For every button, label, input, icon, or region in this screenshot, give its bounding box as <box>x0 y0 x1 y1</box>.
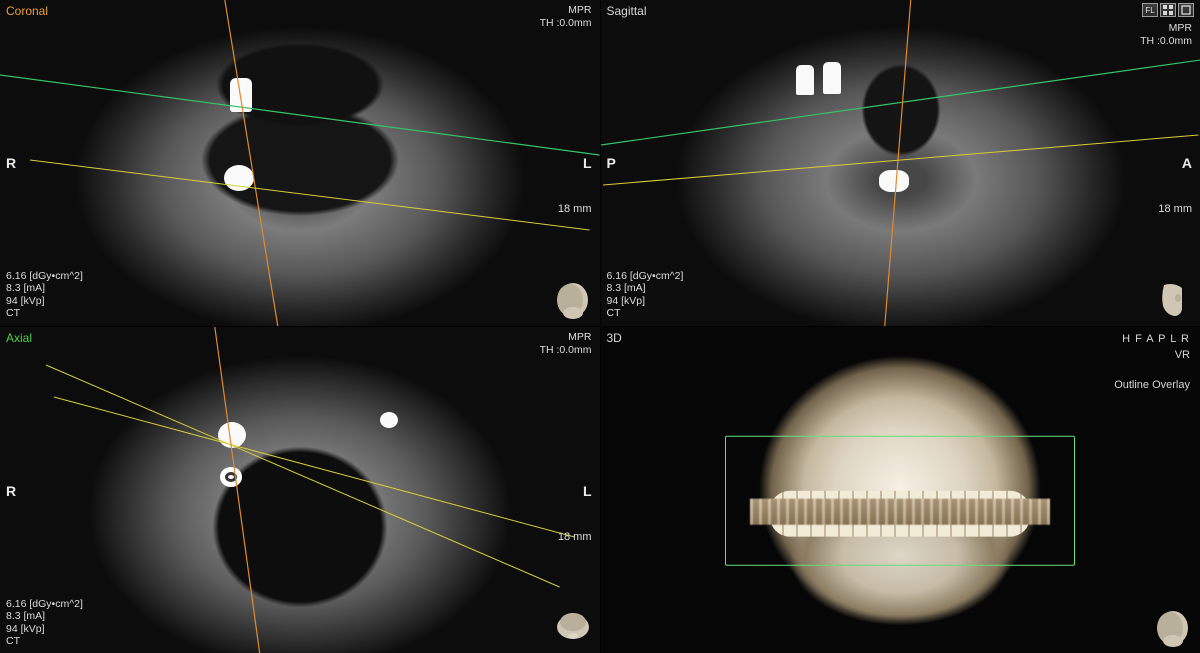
scale-label: 18 mm <box>558 203 592 215</box>
scale-label: 18 mm <box>558 531 592 543</box>
orientation-left: R <box>6 483 16 499</box>
crown-marker <box>879 170 909 192</box>
modality-label: CT <box>6 635 83 648</box>
sagittal-image[interactable] <box>601 0 1200 326</box>
overlay-mode-label: Outline Overlay <box>1114 379 1190 391</box>
orientation-left: P <box>607 155 616 171</box>
skull-render <box>720 350 1080 653</box>
orientation-head-icon[interactable] <box>1152 278 1194 320</box>
modality-label: CT <box>6 307 83 320</box>
acquisition-meta: 6.16 [dGy•cm^2] 8.3 [mA] 94 [kVp] CT <box>6 270 83 320</box>
tooth-marker <box>380 412 398 428</box>
ma-label: 8.3 [mA] <box>6 610 83 623</box>
axial-panel[interactable]: Axial MPR TH :0.0mm R L 18 mm 6.16 [dGy•… <box>0 327 600 653</box>
scale-label: 18 mm <box>1158 203 1192 215</box>
orientation-head-icon[interactable] <box>1152 606 1194 648</box>
kvp-label: 94 [kVp] <box>6 623 83 636</box>
kvp-label: 94 [kVp] <box>607 295 684 308</box>
roi-outline[interactable] <box>725 436 1075 566</box>
implant-marker <box>796 65 814 95</box>
implant-marker <box>230 78 252 112</box>
coronal-mode: MPR TH :0.0mm <box>540 4 592 30</box>
modality-label: CT <box>607 307 684 320</box>
3d-title: 3D <box>607 331 622 345</box>
layout-grid-button[interactable] <box>1160 3 1176 17</box>
crown-marker <box>224 165 254 191</box>
acquisition-meta: 6.16 [dGy•cm^2] 8.3 [mA] 94 [kVp] CT <box>607 270 684 320</box>
orientation-right: L <box>583 483 592 499</box>
coronal-title: Coronal <box>6 4 48 18</box>
axial-image[interactable] <box>0 327 600 653</box>
panel-toolbar: FL <box>1142 3 1194 17</box>
3d-render[interactable] <box>601 327 1200 653</box>
ma-label: 8.3 [mA] <box>6 282 83 295</box>
sagittal-panel[interactable]: Sagittal FL MPR TH :0.0mm P A 18 mm 6.16… <box>601 0 1200 326</box>
grid-icon <box>1163 5 1173 15</box>
orientation-right: A <box>1182 155 1192 171</box>
thickness-label: TH :0.0mm <box>1140 35 1192 48</box>
sagittal-title: Sagittal <box>607 4 647 18</box>
render-mode-label: VR <box>1175 349 1190 363</box>
mpr-label: MPR <box>540 4 592 17</box>
orientation-right: L <box>583 155 592 171</box>
maximize-button[interactable] <box>1178 3 1194 17</box>
implant-marker-2 <box>823 62 841 94</box>
viewport-grid: Coronal MPR TH :0.0mm R L 18 mm 6.16 [dG… <box>0 0 1200 653</box>
orientation-head-icon[interactable] <box>552 278 594 320</box>
fl-button[interactable]: FL <box>1142 3 1158 17</box>
orientation-left: R <box>6 155 16 171</box>
dose-label: 6.16 [dGy•cm^2] <box>6 270 83 283</box>
thickness-label: TH :0.0mm <box>540 17 592 30</box>
implant-axial-marker <box>220 467 242 487</box>
sagittal-mode: MPR TH :0.0mm <box>1140 22 1192 48</box>
mpr-label: MPR <box>540 331 592 344</box>
dose-label: 6.16 [dGy•cm^2] <box>607 270 684 283</box>
mpr-label: MPR <box>1140 22 1192 35</box>
orientation-letters: H F A P L R <box>1122 333 1190 345</box>
3d-panel[interactable]: 3D H F A P L R VR Outline Overlay <box>601 327 1200 653</box>
maximize-icon <box>1181 5 1191 15</box>
acquisition-meta: 6.16 [dGy•cm^2] 8.3 [mA] 94 [kVp] CT <box>6 598 83 648</box>
axial-mode: MPR TH :0.0mm <box>540 331 592 357</box>
ma-label: 8.3 [mA] <box>607 282 684 295</box>
crown-marker <box>218 422 246 448</box>
axial-title: Axial <box>6 331 32 345</box>
thickness-label: TH :0.0mm <box>540 344 592 357</box>
dose-label: 6.16 [dGy•cm^2] <box>6 598 83 611</box>
coronal-panel[interactable]: Coronal MPR TH :0.0mm R L 18 mm 6.16 [dG… <box>0 0 600 326</box>
coronal-image[interactable] <box>0 0 600 326</box>
kvp-label: 94 [kVp] <box>6 295 83 308</box>
orientation-head-icon[interactable] <box>552 606 594 648</box>
